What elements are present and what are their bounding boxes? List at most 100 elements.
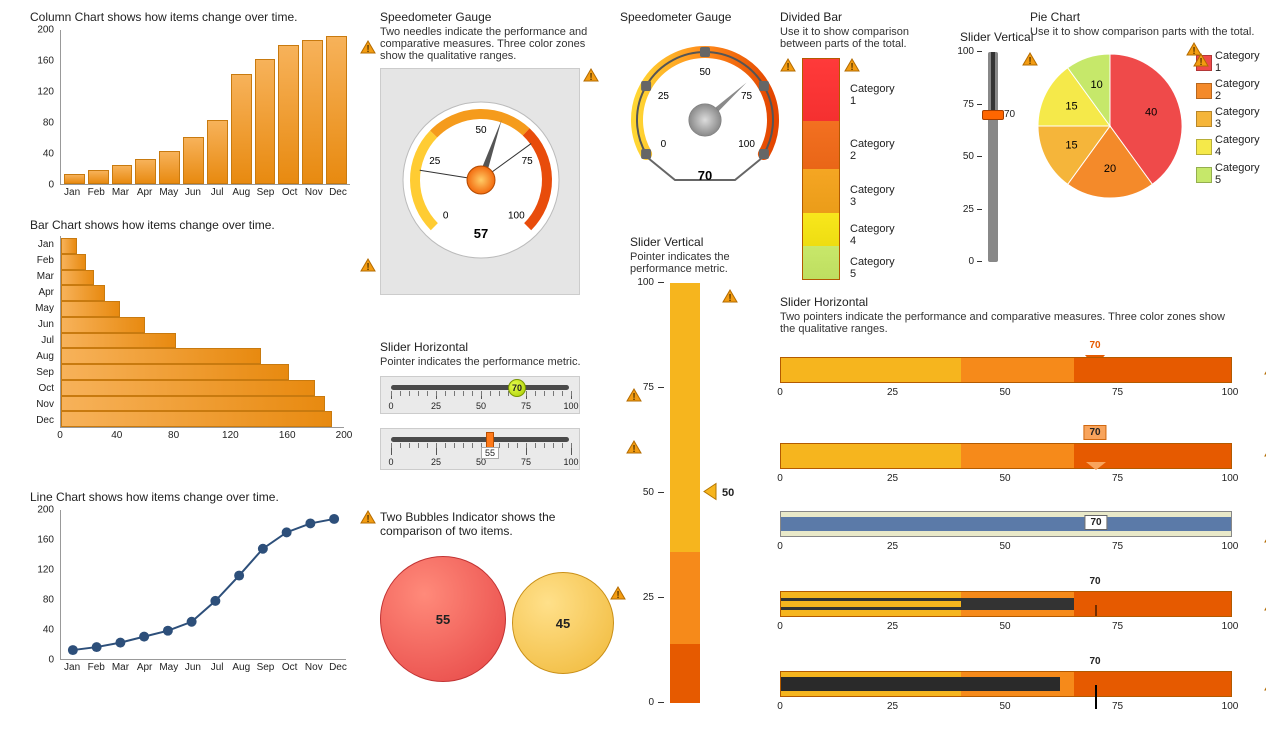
warning-icon: ! [360, 510, 376, 524]
gauge2: 025507510070 [620, 32, 800, 200]
divided-bar-label: Category 4 [850, 223, 895, 247]
bar-chart-panel: Bar Chart shows how items change over ti… [30, 218, 370, 446]
column-bar [278, 45, 299, 184]
bar [61, 317, 145, 333]
slider-knob[interactable] [982, 110, 1004, 120]
gauge2-panel: Speedometer Gauge 025507510070 [620, 10, 800, 200]
svg-text:!: ! [1192, 46, 1195, 56]
legend-item: Category 3 [1196, 106, 1260, 130]
column-bar [207, 120, 228, 184]
svg-text:20: 20 [1104, 163, 1116, 175]
column-bar [183, 137, 204, 184]
pie-legend: !Category 1 Category 2 Category 3 Category … [1196, 50, 1260, 190]
column-chart-panel: Column Chart shows how items change over… [30, 10, 370, 205]
svg-text:57: 57 [474, 226, 488, 241]
divided-bar-title: Divided Bar [780, 10, 960, 24]
svg-text:15: 15 [1065, 100, 1077, 112]
line-chart: 04080120160200 JanFebMarAprMayJunJulAugS… [30, 510, 350, 680]
column-bar [255, 59, 276, 184]
warning-icon: ! [360, 40, 376, 54]
slider-horizontal-large[interactable] [780, 671, 1232, 697]
bubbles-title: Two Bubbles Indicator shows the comparis… [380, 510, 600, 538]
column-bar [159, 151, 180, 184]
slider-horizontal-large[interactable] [780, 591, 1232, 617]
line-chart-title: Line Chart shows how items change over t… [30, 490, 370, 504]
sliderH-large-subtitle: Two pointers indicate the performance an… [780, 311, 1240, 335]
sliderH-large-title: Slider Horizontal [780, 295, 1260, 309]
svg-text:25: 25 [658, 91, 670, 102]
column-bar [135, 159, 156, 184]
column-chart-title: Column Chart shows how items change over… [30, 10, 370, 24]
sliderV-colored-title: Slider Vertical [630, 235, 750, 249]
slider-vertical-colored[interactable]: 50 [670, 283, 700, 703]
divided-bar [802, 58, 840, 280]
slider-horizontal-large[interactable]: 70 [780, 511, 1232, 537]
svg-text:!: ! [366, 44, 369, 54]
bar [61, 301, 120, 317]
bar [61, 380, 315, 396]
bar [61, 364, 289, 380]
warning-icon: ! [780, 58, 796, 72]
sliderH-panel: Slider Horizontal Pointer indicates the … [380, 340, 620, 470]
bubbles-panel: Two Bubbles Indicator shows the comparis… [380, 510, 620, 706]
svg-text:100: 100 [738, 139, 755, 150]
slider-vertical-thin[interactable] [988, 52, 998, 262]
slider-horizontal-2[interactable]: 0255075100 55 [380, 428, 580, 470]
sliderH-subtitle: Pointer indicates the performance metric… [380, 356, 620, 368]
svg-text:75: 75 [741, 91, 753, 102]
svg-text:!: ! [366, 514, 369, 524]
svg-text:15: 15 [1065, 140, 1077, 152]
sliderH-title: Slider Horizontal [380, 340, 620, 354]
warning-icon: ! [583, 68, 599, 82]
bubble-2: 45 [512, 572, 614, 674]
slider-knob[interactable] [486, 432, 494, 448]
divided-bar-subtitle: Use it to show comparison between parts … [780, 26, 940, 50]
bar [61, 348, 261, 364]
column-bar [112, 165, 133, 184]
column-bar [302, 40, 323, 184]
svg-text:!: ! [786, 62, 789, 72]
divided-bar-label: Category 3 [850, 184, 895, 208]
column-bar [64, 174, 85, 184]
column-chart: 04080120160200 JanFebMarAprMayJunJulAugS… [30, 30, 350, 205]
column-bar [326, 36, 347, 184]
warning-icon: ! [610, 586, 626, 600]
svg-text:0: 0 [661, 139, 667, 150]
legend-item: !Category 1 [1196, 50, 1260, 74]
sliderV-colored-subtitle: Pointer indicates the performance metric… [630, 251, 750, 275]
svg-text:10: 10 [1091, 79, 1103, 91]
svg-text:100: 100 [508, 210, 525, 221]
sliderH-large-panel: Slider Horizontal Two pointers indicate … [780, 295, 1260, 739]
column-bar [231, 74, 252, 184]
svg-text:50: 50 [475, 125, 487, 136]
slider-value-label: 70 [1004, 109, 1015, 120]
pie-subtitle: Use it to show comparison parts with the… [1030, 26, 1260, 38]
svg-text:75: 75 [522, 156, 534, 167]
slider-horizontal-large[interactable] [780, 443, 1232, 469]
legend-item: Category 2 [1196, 78, 1260, 102]
bar [61, 254, 86, 270]
pie-panel: Pie Chart Use it to show comparison part… [1030, 10, 1260, 226]
bubble-1: 55 [380, 556, 506, 682]
bar-chart: JanFebMarAprMayJunJulAugSepOctNovDec 040… [30, 236, 350, 446]
svg-text:50: 50 [699, 67, 711, 78]
svg-text:!: ! [589, 72, 592, 82]
legend-item: Category 4 [1196, 134, 1260, 158]
divided-bar-label: Category 2 [850, 138, 895, 162]
legend-item: Category 5 [1196, 162, 1260, 186]
bar [61, 411, 332, 427]
svg-text:!: ! [850, 62, 853, 72]
slider-knob[interactable]: 70 [508, 379, 526, 397]
gauge1-subtitle: Two needles indicate the performance and… [380, 26, 590, 62]
pie-title: Pie Chart [1030, 10, 1260, 24]
gauge1: 025507510057 [380, 68, 580, 295]
slider-horizontal-1[interactable]: 0255075100 70 [380, 376, 580, 414]
warning-icon: ! [360, 258, 376, 272]
bar [61, 333, 176, 349]
slider-horizontal-large[interactable] [780, 357, 1232, 383]
bar-chart-title: Bar Chart shows how items change over ti… [30, 218, 370, 232]
bar [61, 285, 105, 301]
bar [61, 270, 94, 286]
warning-icon: ! [722, 289, 738, 303]
sliderV-colored-panel: Slider Vertical Pointer indicates the pe… [630, 235, 750, 713]
